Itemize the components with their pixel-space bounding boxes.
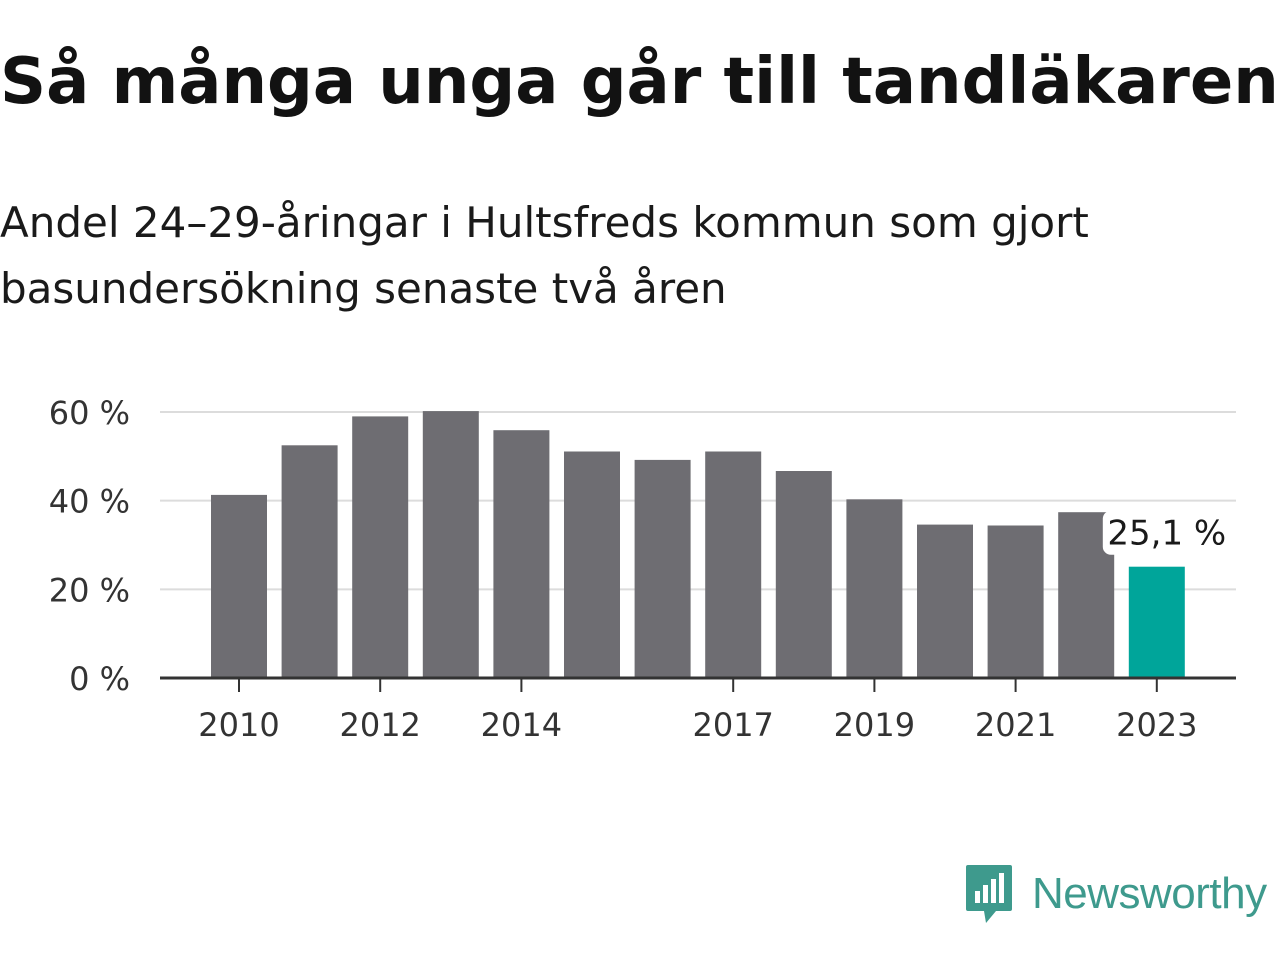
y-tick-label: 60 % bbox=[49, 394, 130, 432]
annotation-background bbox=[1102, 510, 1231, 555]
bar bbox=[775, 471, 832, 678]
bar bbox=[987, 525, 1044, 678]
x-tick-label: 2010 bbox=[198, 706, 279, 744]
bar bbox=[846, 499, 903, 678]
x-tick-label: 2019 bbox=[834, 706, 915, 744]
bar bbox=[917, 524, 973, 678]
y-tick-label: 0 % bbox=[69, 660, 130, 698]
brand-logo: Newsworthy bbox=[964, 862, 1267, 926]
x-tick-label: 2017 bbox=[692, 706, 773, 744]
x-tick-label: 2021 bbox=[975, 706, 1056, 744]
bar bbox=[564, 451, 620, 678]
x-tick-label: 2014 bbox=[481, 706, 562, 744]
bar bbox=[634, 459, 691, 678]
x-tick-label: 2023 bbox=[1116, 706, 1197, 744]
highlight-bar bbox=[1128, 566, 1185, 678]
bar bbox=[705, 451, 762, 678]
bar bbox=[211, 494, 267, 678]
brand-name: Newsworthy bbox=[1032, 869, 1267, 918]
chart-subtitle: Andel 24–29-åringar i Hultsfreds kommun … bbox=[0, 198, 1089, 313]
bar bbox=[281, 445, 338, 679]
y-tick-label: 40 % bbox=[49, 483, 130, 521]
bar bbox=[352, 416, 409, 678]
chart-title: Så många unga går till tandläkaren bbox=[0, 45, 1279, 119]
data-label: 25,1 % bbox=[1107, 514, 1226, 554]
newsworthy-logo-icon bbox=[966, 865, 1012, 923]
bar bbox=[493, 430, 550, 678]
x-tick-label: 2012 bbox=[339, 706, 420, 744]
bar bbox=[422, 411, 479, 678]
y-tick-label: 20 % bbox=[49, 571, 130, 609]
